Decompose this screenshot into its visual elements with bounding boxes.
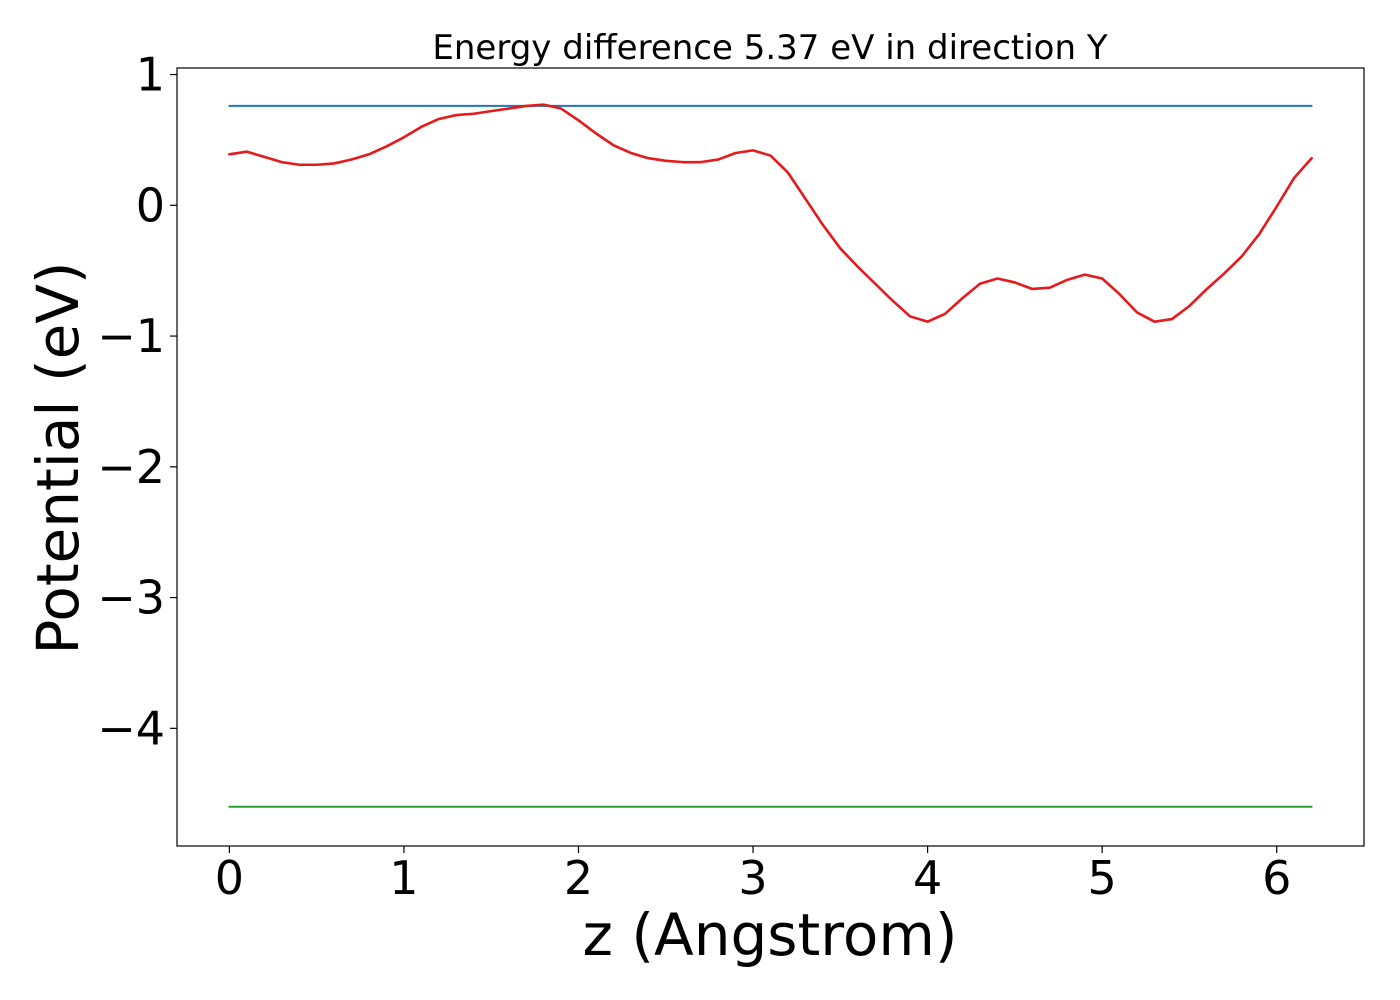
- y-tick-label: −3: [97, 571, 165, 625]
- x-tick-label: 1: [389, 851, 418, 905]
- y-axis: 1 0 −1 −2 −3 −4: [97, 48, 177, 755]
- x-tick-label: 3: [738, 851, 767, 905]
- x-tick-label: 5: [1088, 851, 1117, 905]
- x-tick-label: 4: [913, 851, 942, 905]
- x-axis: 0 1 2 3 4 5 6: [215, 846, 1291, 905]
- y-axis-label: Potential (eV): [24, 261, 92, 654]
- y-tick-label: −2: [97, 440, 165, 494]
- x-axis-label: z (Angstrom): [583, 901, 958, 969]
- series-line-3: [228, 103, 1313, 323]
- x-tick-label: 2: [564, 851, 593, 905]
- series-layer: [228, 103, 1313, 808]
- x-tick-label: 0: [215, 851, 244, 905]
- y-tick-label: −4: [97, 701, 165, 755]
- x-tick-label: 6: [1262, 851, 1291, 905]
- plot-frame: [176, 67, 1365, 847]
- y-tick-label: −1: [97, 309, 165, 363]
- chart-title: Energy difference 5.37 eV in direction Y: [432, 28, 1107, 68]
- y-tick-label: 1: [136, 48, 165, 102]
- y-tick-label: 0: [136, 178, 165, 232]
